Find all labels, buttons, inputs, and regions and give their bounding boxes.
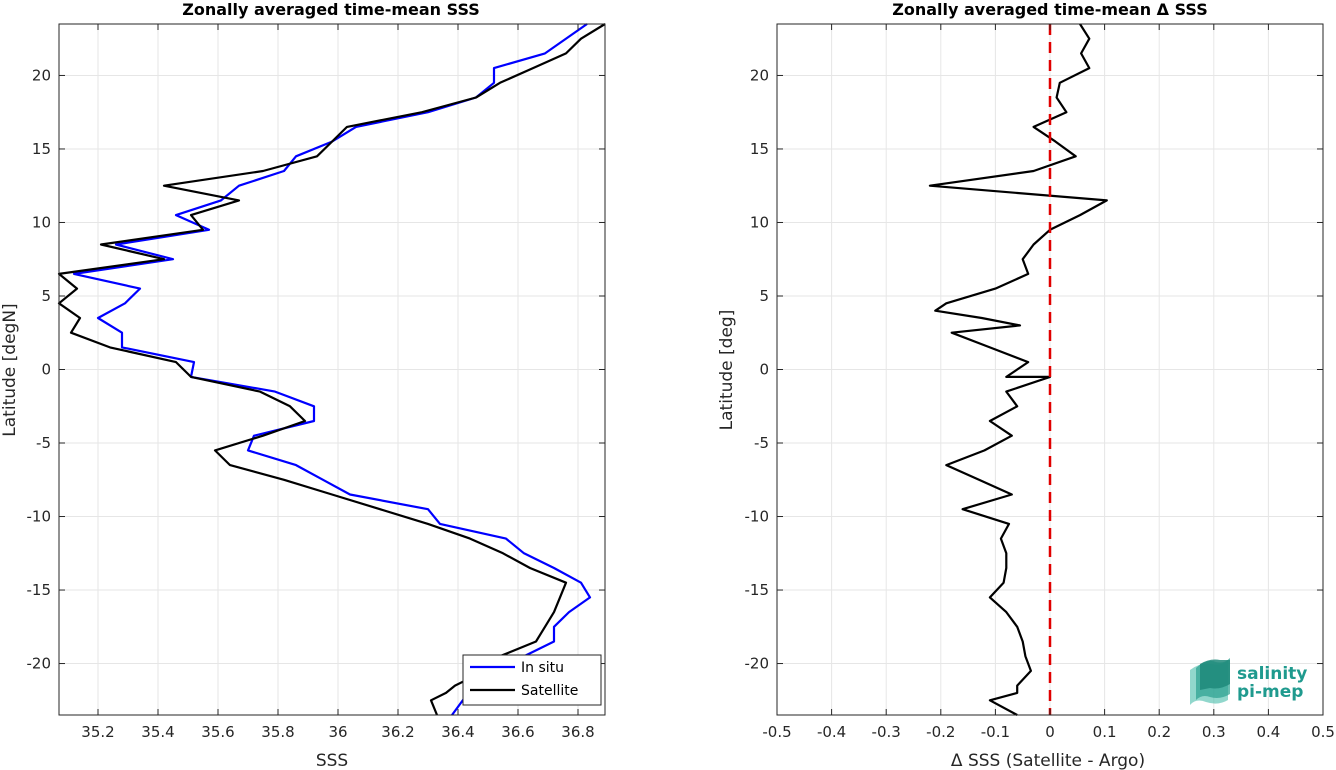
left-y-tick-label: -20 — [27, 655, 52, 673]
right-x-tick-label: -0.1 — [981, 723, 1010, 741]
right-series-lines — [928, 23, 1108, 716]
right-ticks: -0.5 -0.4 -0.3 -0.2 -0.1 0 0.1 0.2 0.3 0.4 0.5 20 15… — [745, 24, 1335, 741]
left-y-tick-label: -5 — [36, 434, 51, 452]
right-y-tick-label: 0 — [759, 361, 769, 379]
left-plot-panel: Zonally averaged time-mean SSS 35.2 35.4 3… — [0, 0, 606, 770]
right-x-tick-label: 0.4 — [1256, 723, 1280, 741]
right-x-tick-label: -0.2 — [926, 723, 955, 741]
left-y-axis-label: Latitude [degN] — [0, 303, 20, 436]
right-y-axis-label: Latitude [deg] — [717, 310, 737, 431]
legend: In situ Satellite — [462, 654, 602, 706]
right-y-tick-label: -5 — [754, 434, 769, 452]
right-x-axis-label: Δ SSS (Satellite - Argo) — [951, 751, 1145, 770]
right-x-tick-label: 0.5 — [1311, 723, 1335, 741]
left-y-tick-label: 20 — [32, 66, 51, 84]
left-x-axis-label: SSS — [316, 751, 348, 770]
right-x-tick-label: 0.2 — [1147, 723, 1171, 741]
series-line-delta-sss — [928, 23, 1108, 716]
series-line-in-situ — [72, 23, 592, 716]
left-y-tick-label: 15 — [32, 140, 51, 158]
logo-text-pi-mep: pi-mep — [1237, 682, 1303, 702]
left-x-tick-label: 36.2 — [381, 723, 414, 741]
right-x-tick-label: 0.1 — [1093, 723, 1117, 741]
legend-label-in-situ: In situ — [521, 660, 564, 676]
right-x-tick-label: -0.4 — [817, 723, 846, 741]
left-x-tick-label: 35.6 — [201, 723, 234, 741]
left-x-tick-label: 36.4 — [441, 723, 474, 741]
left-y-tick-label: 5 — [41, 287, 51, 305]
left-y-tick-label: 0 — [41, 361, 51, 379]
legend-box — [462, 654, 602, 706]
right-x-tick-label: 0 — [1045, 723, 1055, 741]
left-x-tick-label: 35.2 — [81, 723, 114, 741]
right-x-tick-label: -0.3 — [872, 723, 901, 741]
left-x-tick-label: 36.6 — [501, 723, 534, 741]
right-y-tick-label: 10 — [750, 213, 769, 231]
right-y-tick-label: 5 — [759, 287, 769, 305]
left-series-lines — [57, 23, 606, 716]
right-x-tick-label: 0.3 — [1202, 723, 1226, 741]
right-y-tick-label: -15 — [745, 581, 770, 599]
logo-text-salinity: salinity — [1237, 664, 1307, 684]
left-plot-title: Zonally averaged time-mean SSS — [182, 0, 480, 19]
logo-wave-icon — [1190, 658, 1230, 705]
right-y-tick-label: 20 — [750, 66, 769, 84]
series-line-satellite — [57, 23, 606, 716]
salinity-pi-mep-logo: salinity pi-mep — [1190, 658, 1307, 705]
left-x-tick-label: 35.4 — [141, 723, 174, 741]
left-ticks: 35.2 35.4 35.6 35.8 36 36.2 36.4 36.6 36.8 20 15 10… — [27, 24, 605, 741]
left-x-tick-label: 35.8 — [261, 723, 294, 741]
left-y-tick-label: 10 — [32, 213, 51, 231]
right-y-tick-label: -20 — [745, 655, 770, 673]
left-grid — [59, 24, 605, 715]
right-y-tick-label: 15 — [750, 140, 769, 158]
legend-label-satellite: Satellite — [521, 683, 578, 699]
right-x-tick-label: -0.5 — [762, 723, 791, 741]
left-x-tick-label: 36 — [328, 723, 347, 741]
right-plot-title: Zonally averaged time-mean Δ SSS — [892, 0, 1208, 19]
left-x-tick-label: 36.8 — [561, 723, 594, 741]
right-y-tick-label: -10 — [745, 508, 770, 526]
left-y-tick-label: -10 — [27, 508, 52, 526]
left-y-tick-label: -15 — [27, 581, 52, 599]
right-plot-panel: Zonally averaged time-mean Δ SSS -0.5 -0.… — [717, 0, 1335, 770]
